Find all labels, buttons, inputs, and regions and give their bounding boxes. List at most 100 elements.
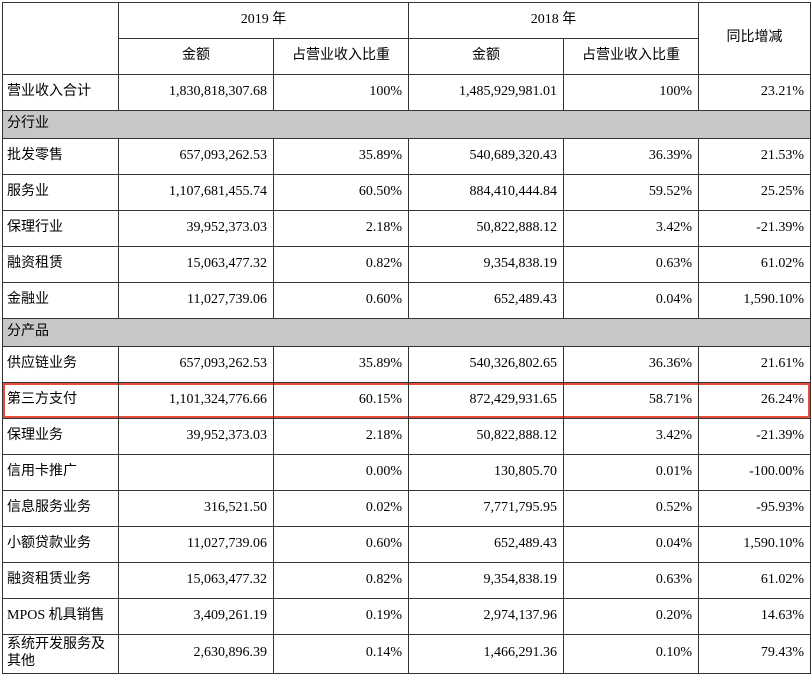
pct-2018: 36.36%	[564, 347, 699, 383]
header-yoy: 同比增减	[699, 3, 811, 75]
pct-2018: 59.52%	[564, 175, 699, 211]
amount-2019: 15,063,477.32	[119, 247, 274, 283]
pct-2019: 2.18%	[274, 211, 409, 247]
amount-2019: 657,093,262.53	[119, 139, 274, 175]
amount-2018: 1,485,929,981.01	[409, 75, 564, 111]
amount-2018: 50,822,888.12	[409, 419, 564, 455]
table-row: 融资租赁15,063,477.320.82%9,354,838.190.63%6…	[3, 247, 811, 283]
yoy: -95.93%	[699, 491, 811, 527]
table-row: 保理业务39,952,373.032.18%50,822,888.123.42%…	[3, 419, 811, 455]
table-row: 保理行业39,952,373.032.18%50,822,888.123.42%…	[3, 211, 811, 247]
pct-2019: 35.89%	[274, 347, 409, 383]
row-label: MPOS 机具销售	[3, 599, 119, 635]
header-amount-2018: 金额	[409, 39, 564, 75]
pct-2018: 0.10%	[564, 635, 699, 674]
section-header: 分行业	[3, 111, 811, 139]
section-label: 分行业	[3, 111, 811, 139]
table-row: 服务业1,107,681,455.7460.50%884,410,444.845…	[3, 175, 811, 211]
pct-2019: 100%	[274, 75, 409, 111]
pct-2018: 36.39%	[564, 139, 699, 175]
row-label: 供应链业务	[3, 347, 119, 383]
table-row: 批发零售657,093,262.5335.89%540,689,320.4336…	[3, 139, 811, 175]
yoy: 61.02%	[699, 247, 811, 283]
row-label: 小额贷款业务	[3, 527, 119, 563]
yoy: -21.39%	[699, 419, 811, 455]
amount-2019: 1,107,681,455.74	[119, 175, 274, 211]
pct-2019: 0.00%	[274, 455, 409, 491]
header-pct-2019: 占营业收入比重	[274, 39, 409, 75]
yoy: 21.53%	[699, 139, 811, 175]
row-label: 系统开发服务及其他	[3, 635, 119, 674]
amount-2018: 130,805.70	[409, 455, 564, 491]
row-label: 融资租赁业务	[3, 563, 119, 599]
pct-2018: 3.42%	[564, 419, 699, 455]
row-label: 融资租赁	[3, 247, 119, 283]
header-pct-2018: 占营业收入比重	[564, 39, 699, 75]
amount-2019: 1,830,818,307.68	[119, 75, 274, 111]
amount-2018: 652,489.43	[409, 527, 564, 563]
amount-2018: 652,489.43	[409, 283, 564, 319]
amount-2019: 11,027,739.06	[119, 283, 274, 319]
amount-2019: 316,521.50	[119, 491, 274, 527]
row-label: 金融业	[3, 283, 119, 319]
amount-2019: 657,093,262.53	[119, 347, 274, 383]
header-amount-2019: 金额	[119, 39, 274, 75]
table-row: MPOS 机具销售3,409,261.190.19%2,974,137.960.…	[3, 599, 811, 635]
row-label: 服务业	[3, 175, 119, 211]
amount-2018: 9,354,838.19	[409, 563, 564, 599]
table-row: 系统开发服务及其他2,630,896.390.14%1,466,291.360.…	[3, 635, 811, 674]
yoy: 79.43%	[699, 635, 811, 674]
section-header: 分产品	[3, 319, 811, 347]
pct-2018: 58.71%	[564, 383, 699, 419]
table-row: 营业收入合计1,830,818,307.68100%1,485,929,981.…	[3, 75, 811, 111]
row-label: 信用卡推广	[3, 455, 119, 491]
header-year-2018: 2018 年	[409, 3, 699, 39]
pct-2019: 60.15%	[274, 383, 409, 419]
pct-2018: 0.20%	[564, 599, 699, 635]
yoy: -100.00%	[699, 455, 811, 491]
pct-2019: 0.60%	[274, 283, 409, 319]
yoy: 26.24%	[699, 383, 811, 419]
row-label: 第三方支付	[3, 383, 119, 419]
header-blank	[3, 3, 119, 75]
table-row: 供应链业务657,093,262.5335.89%540,326,802.653…	[3, 347, 811, 383]
pct-2019: 0.82%	[274, 563, 409, 599]
pct-2018: 3.42%	[564, 211, 699, 247]
pct-2019: 35.89%	[274, 139, 409, 175]
amount-2018: 1,466,291.36	[409, 635, 564, 674]
pct-2019: 2.18%	[274, 419, 409, 455]
amount-2019: 1,101,324,776.66	[119, 383, 274, 419]
amount-2018: 540,689,320.43	[409, 139, 564, 175]
amount-2019: 39,952,373.03	[119, 419, 274, 455]
table-row: 金融业11,027,739.060.60%652,489.430.04%1,59…	[3, 283, 811, 319]
pct-2018: 0.04%	[564, 283, 699, 319]
pct-2019: 0.14%	[274, 635, 409, 674]
pct-2019: 0.02%	[274, 491, 409, 527]
amount-2019: 39,952,373.03	[119, 211, 274, 247]
header-year-2019: 2019 年	[119, 3, 409, 39]
row-label: 营业收入合计	[3, 75, 119, 111]
financial-table: 2019 年 2018 年 同比增减 金额 占营业收入比重 金额 占营业收入比重…	[2, 2, 811, 674]
amount-2019: 2,630,896.39	[119, 635, 274, 674]
pct-2018: 0.63%	[564, 247, 699, 283]
row-label: 信息服务业务	[3, 491, 119, 527]
amount-2019: 11,027,739.06	[119, 527, 274, 563]
row-label: 批发零售	[3, 139, 119, 175]
table-row: 第三方支付1,101,324,776.6660.15%872,429,931.6…	[3, 383, 811, 419]
table-row: 融资租赁业务15,063,477.320.82%9,354,838.190.63…	[3, 563, 811, 599]
pct-2018: 0.63%	[564, 563, 699, 599]
pct-2019: 0.82%	[274, 247, 409, 283]
amount-2019	[119, 455, 274, 491]
table-row: 小额贷款业务11,027,739.060.60%652,489.430.04%1…	[3, 527, 811, 563]
row-label: 保理业务	[3, 419, 119, 455]
section-label: 分产品	[3, 319, 811, 347]
yoy: 61.02%	[699, 563, 811, 599]
yoy: 14.63%	[699, 599, 811, 635]
amount-2018: 9,354,838.19	[409, 247, 564, 283]
yoy: 23.21%	[699, 75, 811, 111]
amount-2018: 50,822,888.12	[409, 211, 564, 247]
pct-2019: 0.19%	[274, 599, 409, 635]
pct-2019: 0.60%	[274, 527, 409, 563]
yoy: 1,590.10%	[699, 527, 811, 563]
yoy: -21.39%	[699, 211, 811, 247]
